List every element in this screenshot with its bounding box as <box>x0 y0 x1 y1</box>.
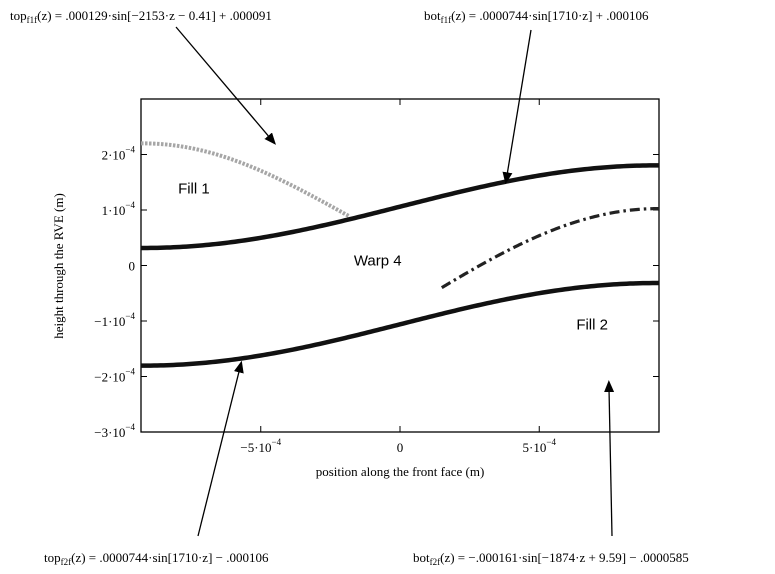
region-label: Fill 2 <box>576 316 608 333</box>
x-tick-label: 5·10−4 <box>523 437 557 455</box>
y-tick-label: 0 <box>129 259 136 274</box>
x-tick-label: 0 <box>397 440 404 455</box>
annotation-arrow <box>175 26 276 145</box>
series-line-bot-f2f <box>440 207 659 290</box>
region-labels: Fill 1 Warp 4 Fill 2 <box>178 180 608 333</box>
equation-label: botf1f(z) = .0000744·sin[1710·z] + .0001… <box>424 8 649 25</box>
equation-label: topf1f(z) = .000129·sin[−2153·z − 0.41] … <box>10 8 272 25</box>
equation-label: topf2f(z) = .0000744·sin[1710·z] − .0001… <box>44 550 269 567</box>
series-line-top-f1f <box>140 141 351 219</box>
series-line-bot-f1f <box>140 163 660 251</box>
series-line-top-f2f <box>140 280 660 368</box>
y-tick-label: −3·10−4 <box>94 422 135 440</box>
y-tick-label: 2·10−4 <box>102 145 136 163</box>
x-axis-label: position along the front face (m) <box>316 464 485 479</box>
axis-ticks: −5·10−4 0 5·10−4 2·10−4 1·10−4 0 −1·10−4 −2·10−… <box>94 99 659 455</box>
region-label: Warp 4 <box>354 253 402 270</box>
annotation-arrow <box>197 360 244 537</box>
y-tick-label: −1·10−4 <box>94 311 135 329</box>
y-tick-label: 1·10−4 <box>102 200 136 218</box>
y-axis-label: height through the RVE (m) <box>51 193 66 339</box>
equation-label: botf2f(z) = −.000161·sin[−1874·z + 9.59]… <box>413 550 689 567</box>
region-label: Fill 1 <box>178 180 210 197</box>
y-tick-label: −2·10−4 <box>94 367 135 385</box>
curves <box>140 141 660 368</box>
annotation-arrow <box>502 29 532 185</box>
annotation-arrow <box>604 380 615 537</box>
x-tick-label: −5·10−4 <box>240 437 281 455</box>
equation-annotations: topf1f(z) = .000129·sin[−2153·z − 0.41] … <box>10 8 689 567</box>
